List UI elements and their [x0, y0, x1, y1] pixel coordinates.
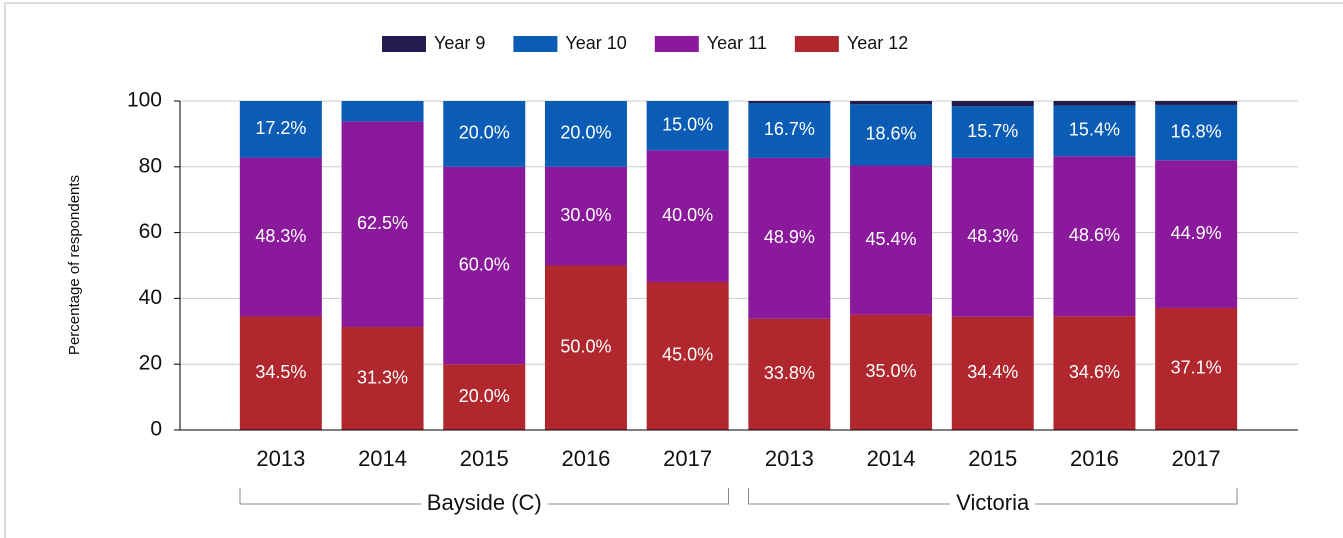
- y-tick-label: 20: [139, 352, 162, 375]
- y-tick-label: 40: [139, 286, 162, 309]
- data-label: 16.8%: [1171, 121, 1222, 141]
- y-tick-label: 0: [150, 418, 162, 441]
- bar-segment: [646, 150, 729, 282]
- bar-segment: [850, 314, 933, 430]
- bar-segment: [1053, 316, 1136, 430]
- group-bracket: [239, 488, 729, 505]
- data-label: 45.0%: [662, 345, 713, 365]
- data-label: 34.5%: [255, 362, 306, 382]
- bar-segment: [951, 101, 1034, 107]
- legend-label: Year 10: [565, 33, 626, 53]
- x-tick-label: 2017: [1172, 446, 1221, 471]
- bar-segment: [1053, 101, 1136, 106]
- y-axis-title: Percentage of respondents: [66, 175, 83, 355]
- group-bracket: [748, 488, 1238, 505]
- bar-segment: [239, 157, 322, 317]
- data-label: 20.0%: [560, 123, 611, 143]
- x-tick-label: 2016: [561, 446, 610, 471]
- bar-segment: [850, 165, 933, 315]
- x-tick-label: 2017: [663, 446, 712, 471]
- legend-swatch: [513, 36, 558, 52]
- legend-label: Year 9: [434, 33, 485, 53]
- data-label: 20.0%: [459, 123, 510, 143]
- group-label: Victoria: [956, 490, 1030, 515]
- bar-segment: [544, 265, 627, 430]
- data-label: 62.5%: [357, 213, 408, 233]
- data-label: 17.2%: [255, 118, 306, 138]
- legend-label: Year 11: [707, 33, 767, 53]
- data-label: 48.3%: [255, 226, 306, 246]
- legend-swatch: [794, 36, 839, 52]
- x-tick-label: 2013: [765, 446, 814, 471]
- data-label: 35.0%: [866, 361, 917, 381]
- data-label: 45.4%: [866, 229, 917, 249]
- bar-segment: [443, 101, 526, 167]
- x-tick-label: 2013: [256, 446, 305, 471]
- bar-segment: [1155, 307, 1238, 430]
- bar-segment: [748, 102, 831, 158]
- bar-segment: [1053, 105, 1136, 157]
- x-tick-label: 2015: [968, 446, 1017, 471]
- data-label: 60.0%: [459, 254, 510, 274]
- bar-segment: [239, 101, 322, 158]
- data-label: 15.0%: [662, 114, 713, 134]
- legend-label: Year 12: [847, 33, 908, 53]
- data-label: 34.4%: [967, 362, 1018, 382]
- bar-segment: [544, 101, 627, 167]
- bar-segment: [341, 121, 424, 328]
- data-label: 15.7%: [967, 121, 1018, 141]
- bar-segment: [646, 281, 729, 430]
- data-label: 33.8%: [764, 363, 815, 383]
- bar-segment: [1155, 160, 1238, 308]
- group-label: Bayside (C): [427, 490, 542, 515]
- bar-segment: [1155, 104, 1238, 161]
- bar-segment: [443, 166, 526, 365]
- data-label: 48.3%: [967, 226, 1018, 246]
- y-tick-label: 60: [139, 220, 162, 243]
- bar-segment: [850, 101, 933, 105]
- frame: [4, 2, 1343, 538]
- x-tick-label: 2014: [358, 446, 407, 471]
- x-tick-label: 2015: [460, 446, 509, 471]
- bar-segment: [544, 166, 627, 266]
- bar-segment: [646, 101, 729, 151]
- bar-segment: [850, 104, 933, 166]
- data-label: 34.6%: [1069, 362, 1120, 382]
- data-label: 15.4%: [1069, 120, 1120, 140]
- bar-segment: [951, 106, 1034, 158]
- data-label: 18.6%: [866, 124, 917, 144]
- bar-segment: [951, 157, 1034, 317]
- legend-swatch: [654, 36, 699, 52]
- x-tick-label: 2016: [1070, 446, 1119, 471]
- data-label: 40.0%: [662, 205, 713, 225]
- bar-segment: [239, 316, 322, 430]
- bar-segment: [341, 101, 424, 122]
- data-label: 20.0%: [459, 386, 510, 406]
- y-tick-label: 100: [127, 89, 162, 112]
- bar-segment: [1053, 156, 1136, 317]
- data-label: 48.9%: [764, 227, 815, 247]
- bar-segment: [748, 318, 831, 430]
- x-tick-label: 2014: [867, 446, 916, 471]
- data-label: 31.3%: [357, 367, 408, 387]
- data-label: 48.6%: [1069, 225, 1120, 245]
- data-label: 37.1%: [1171, 358, 1222, 378]
- data-label: 50.0%: [560, 337, 611, 357]
- bar-segment: [1155, 101, 1238, 105]
- bar-segment: [341, 327, 424, 430]
- bar-segment: [951, 316, 1034, 430]
- bar-segment: [748, 157, 831, 319]
- legend-swatch: [382, 36, 426, 52]
- bar-segment: [443, 364, 526, 430]
- y-tick-label: 80: [139, 154, 162, 177]
- data-label: 30.0%: [560, 205, 611, 225]
- bar-segment: [748, 101, 831, 103]
- data-label: 44.9%: [1171, 223, 1222, 243]
- data-label: 16.7%: [764, 119, 815, 139]
